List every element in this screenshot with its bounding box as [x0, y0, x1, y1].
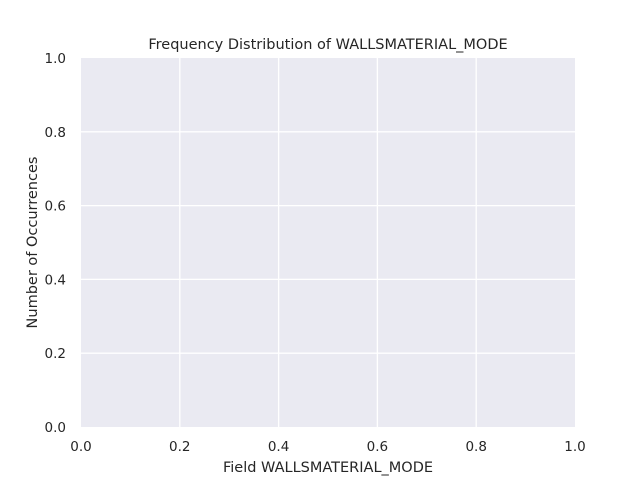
x-axis-label: Field WALLSMATERIAL_MODE	[223, 460, 433, 476]
y-axis-label: Number of Occurrences	[25, 157, 41, 329]
y-tick-label: 0.4	[45, 272, 66, 288]
y-tick-label: 0.8	[45, 125, 66, 141]
y-tick-label: 0.2	[45, 346, 66, 362]
x-tick-labels: 0.0 0.2 0.4 0.6 0.8 1.0	[70, 439, 585, 455]
chart-title: Frequency Distribution of WALLSMATERIAL_…	[148, 37, 507, 53]
x-tick-label: 0.2	[169, 439, 190, 455]
y-tick-label: 0.6	[45, 199, 66, 215]
x-tick-label: 0.0	[70, 439, 91, 455]
x-tick-label: 0.6	[367, 439, 388, 455]
x-tick-label: 0.4	[268, 439, 289, 455]
x-tick-label: 1.0	[564, 439, 585, 455]
y-tick-labels: 0.0 0.2 0.4 0.6 0.8 1.0	[45, 51, 66, 436]
plot-area	[81, 58, 575, 427]
y-tick-label: 1.0	[45, 51, 66, 67]
grid-lines	[81, 58, 575, 427]
y-tick-label: 0.0	[45, 420, 66, 436]
x-tick-label: 0.8	[465, 439, 486, 455]
